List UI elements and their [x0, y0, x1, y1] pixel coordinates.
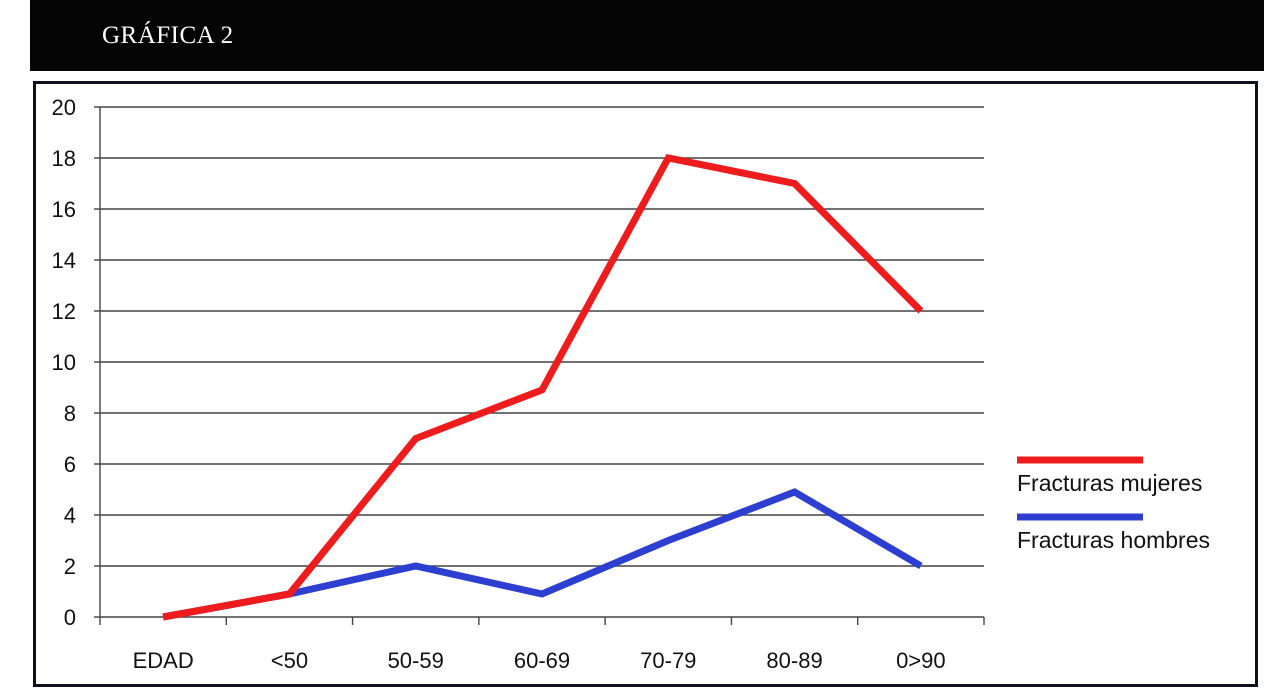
y-tick-label: 10: [52, 350, 76, 375]
legend-label-fracturas-hombres: Fracturas hombres: [1017, 527, 1210, 553]
series-line-fracturas-mujeres: [162, 154, 924, 621]
grid-lines: [100, 106, 984, 567]
y-tick-label: 16: [52, 197, 76, 222]
x-tick-label: EDAD: [133, 648, 194, 673]
y-tick-label: 2: [64, 554, 76, 579]
y-axis-ticks: 0 2 4 6 8 10 12 14 16 18 20: [52, 95, 101, 630]
x-axis: EDAD <50 50-59 60-69 70-79 80-89 0>90: [99, 616, 985, 673]
x-tick-label: 50-59: [388, 648, 444, 673]
chart-frame: [33, 81, 1258, 687]
legend-label-fracturas-mujeres: Fracturas mujeres: [1017, 470, 1202, 496]
page-title: GRÁFICA 2: [102, 22, 234, 49]
y-tick-label: 8: [64, 401, 76, 426]
x-tick-label: 0>90: [896, 648, 946, 673]
y-tick-label: 20: [52, 95, 76, 120]
x-tick-label: <50: [271, 648, 308, 673]
x-tick-label: 80-89: [766, 648, 822, 673]
y-tick-label: 4: [64, 503, 76, 528]
x-tick-label: 60-69: [514, 648, 570, 673]
legend: Fracturas mujeres Fracturas hombres: [1017, 456, 1210, 553]
y-tick-label: 12: [52, 299, 76, 324]
header-bar: GRÁFICA 2: [30, 0, 1264, 71]
y-tick-label: 14: [52, 248, 76, 273]
y-tick-label: 0: [64, 605, 76, 630]
series-lines: [162, 154, 924, 621]
y-tick-label: 18: [52, 146, 76, 171]
y-tick-label: 6: [64, 452, 76, 477]
x-tick-label: 70-79: [640, 648, 696, 673]
